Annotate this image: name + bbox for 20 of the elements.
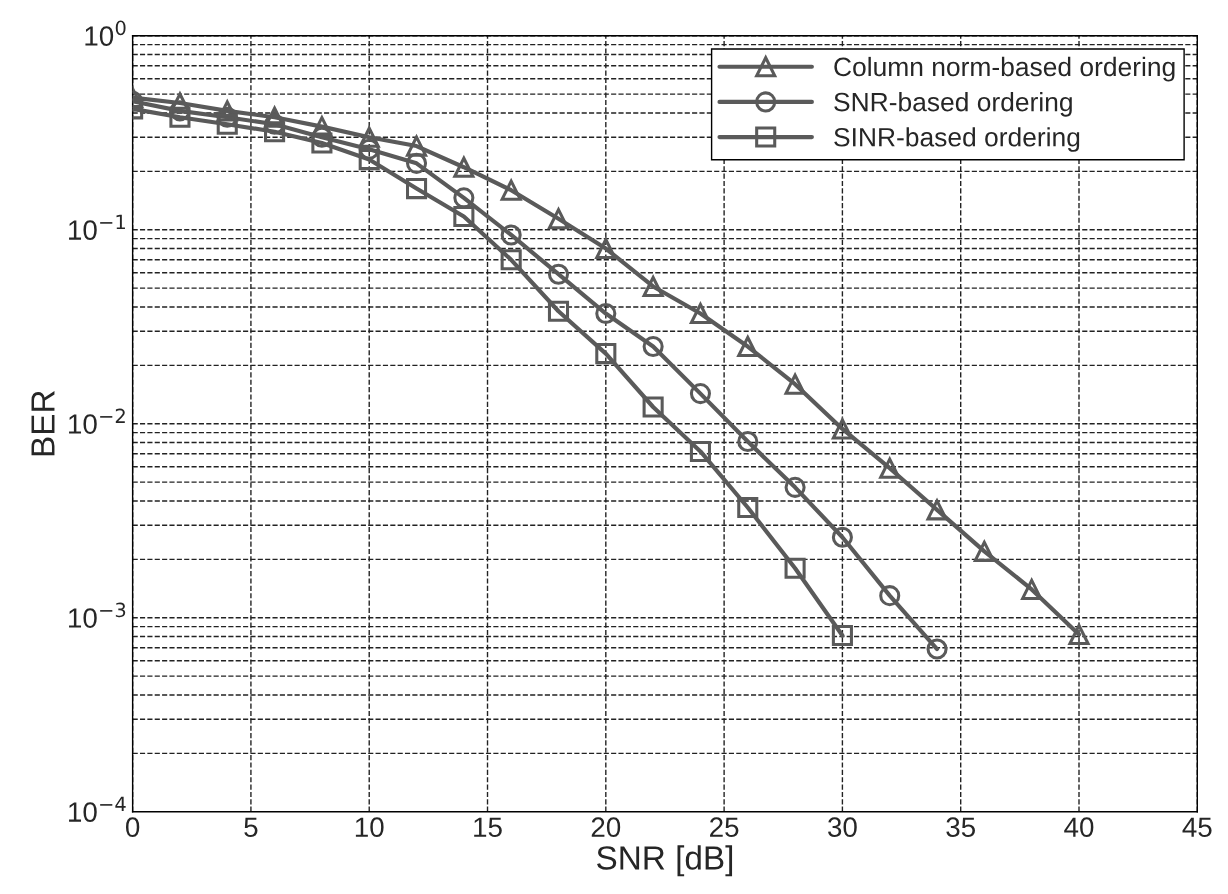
x-axis-title: SNR [dB] — [597, 845, 733, 877]
legend-label: SINR-based ordering — [834, 127, 1080, 152]
x-tick-label: 15 — [474, 817, 502, 838]
y-tick-label: 10$^{−2}$ — [69, 408, 125, 434]
y-axis-title: BER — [31, 391, 55, 456]
x-tick-label: 30 — [828, 817, 857, 838]
x-tick-label: 45 — [1182, 817, 1212, 838]
x-tick-label: 20 — [591, 817, 621, 838]
y-tick-label: 10$^{−4}$ — [69, 796, 126, 822]
x-tick-label: 35 — [946, 817, 975, 838]
x-tick-label: 0 — [125, 817, 140, 838]
x-tick-label: 25 — [710, 817, 739, 838]
y-tick-label: 10$^{−3}$ — [69, 602, 126, 628]
y-tick-label: 10$^{−1}$ — [69, 214, 125, 240]
x-tick-label: 40 — [1064, 817, 1094, 838]
legend-label: Column norm-based ordering — [834, 56, 1175, 82]
legend-label: SNR-based ordering — [834, 92, 1072, 117]
y-tick-label: 10$^{0}$ — [85, 20, 126, 46]
x-tick-label: 5 — [244, 817, 258, 838]
x-tick-label: 10 — [355, 817, 384, 838]
